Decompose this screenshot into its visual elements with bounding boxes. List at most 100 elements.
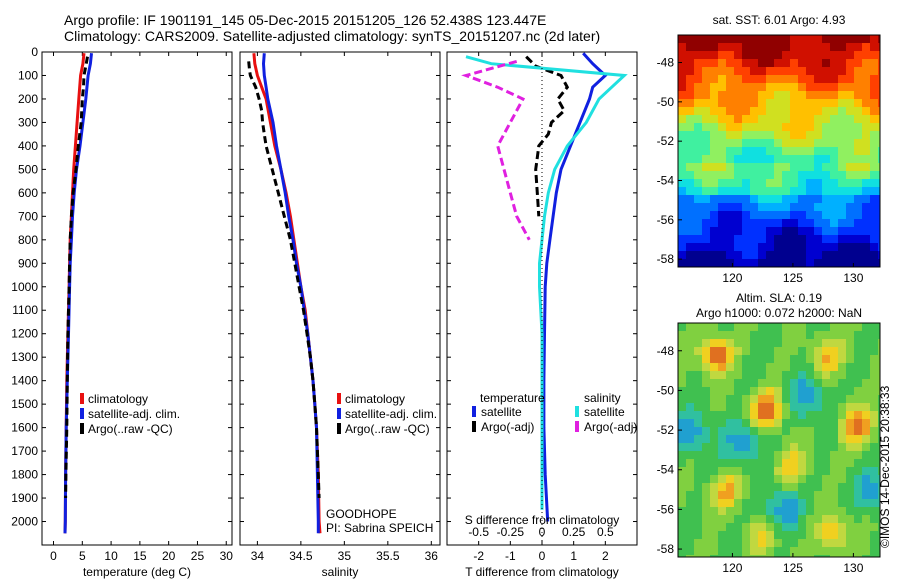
- map-cell: [838, 355, 847, 364]
- map-cell: [790, 323, 799, 332]
- map-cell: [814, 203, 823, 212]
- x-tick-label: 125: [783, 561, 803, 575]
- map-cell: [862, 523, 871, 532]
- map-cell: [806, 411, 815, 420]
- map-cell: [702, 395, 711, 404]
- map-cell: [814, 83, 823, 92]
- legend-label: Argo(..raw -QC): [345, 422, 430, 436]
- map-cell: [758, 395, 767, 404]
- map-cell: [854, 459, 863, 468]
- map-cell: [846, 435, 855, 444]
- map-cell: [694, 163, 703, 172]
- map-cell: [846, 251, 855, 260]
- map-cell: [686, 507, 695, 516]
- map-cell: [726, 347, 735, 356]
- map-cell: [854, 251, 863, 260]
- legend-swatch: [80, 408, 84, 419]
- map-cell: [766, 187, 775, 196]
- map-cell: [766, 427, 775, 436]
- map-cell: [750, 235, 759, 244]
- map-cell: [758, 203, 767, 212]
- map-cell: [846, 499, 855, 508]
- x-tick-label: 2: [602, 549, 609, 563]
- map-cell: [686, 363, 695, 372]
- map-cell: [774, 331, 783, 340]
- map-cell: [702, 179, 711, 188]
- map-cell: [830, 131, 839, 140]
- map-cell: [798, 115, 807, 124]
- map-cell: [838, 371, 847, 380]
- map-cell: [734, 483, 743, 492]
- map-cell: [862, 475, 871, 484]
- legend-label: Argo(-adj): [584, 420, 637, 434]
- map-cell: [878, 187, 881, 196]
- map-cell: [846, 35, 855, 44]
- map-cell: [678, 547, 687, 556]
- map-cell: [798, 427, 807, 436]
- map-cell: [814, 459, 823, 468]
- map-cell: [822, 459, 831, 468]
- map-cell: [686, 323, 695, 332]
- map-cell: [686, 107, 695, 116]
- map-cell: [862, 171, 871, 180]
- figure-title-line2: Climatology: CARS2009. Satellite-adjuste…: [64, 28, 601, 44]
- map-cell: [702, 123, 711, 132]
- map-cell: [814, 67, 823, 76]
- map-cell: [702, 251, 711, 260]
- map-cell: [814, 507, 823, 516]
- map-cell: [862, 155, 871, 164]
- map-cell: [718, 107, 727, 116]
- map-cell: [750, 411, 759, 420]
- map-cell: [710, 483, 719, 492]
- map-cell: [750, 539, 759, 548]
- map-cell: [758, 531, 767, 540]
- legend-swatch: [337, 408, 341, 419]
- map-cell: [750, 107, 759, 116]
- map-cell: [854, 67, 863, 76]
- map-cell: [694, 491, 703, 500]
- map-cell: [782, 211, 791, 220]
- map-cell: [870, 339, 879, 348]
- map-cell: [734, 131, 743, 140]
- map-cell: [846, 339, 855, 348]
- map-cell: [678, 387, 687, 396]
- map-cell: [870, 499, 879, 508]
- map-cell: [678, 107, 687, 116]
- s-tick-label: -0.5: [468, 525, 489, 539]
- map-cell: [742, 35, 751, 44]
- map-cell: [870, 363, 879, 372]
- map-cell: [766, 155, 775, 164]
- map-cell: [750, 155, 759, 164]
- map-cell: [846, 163, 855, 172]
- x-tick-label: 30: [220, 549, 234, 563]
- map-cell: [782, 475, 791, 484]
- map-cell: [710, 427, 719, 436]
- map-cell: [798, 147, 807, 156]
- map-cell: [774, 547, 783, 556]
- map-cell: [830, 51, 839, 60]
- map-cell: [782, 547, 791, 556]
- map-cell: [870, 67, 879, 76]
- map-cell: [822, 59, 831, 68]
- map-cell: [702, 139, 711, 148]
- map-cell: [758, 387, 767, 396]
- map-cell: [766, 499, 775, 508]
- map-cell: [822, 179, 831, 188]
- map-cell: [854, 187, 863, 196]
- map-cell: [822, 139, 831, 148]
- map-cell: [798, 547, 807, 556]
- map-cell: [814, 43, 823, 52]
- y-tick-label: 500: [18, 162, 38, 176]
- map-cell: [838, 523, 847, 532]
- map-cell: [838, 59, 847, 68]
- map-cell: [790, 99, 799, 108]
- map-cell: [686, 51, 695, 60]
- map-cell: [710, 51, 719, 60]
- map-cell: [774, 467, 783, 476]
- map-cell: [726, 75, 735, 84]
- x-tick-label: 0: [539, 549, 546, 563]
- map-cell: [878, 507, 881, 516]
- map-cell: [830, 347, 839, 356]
- map-cell: [694, 187, 703, 196]
- map-cell: [718, 467, 727, 476]
